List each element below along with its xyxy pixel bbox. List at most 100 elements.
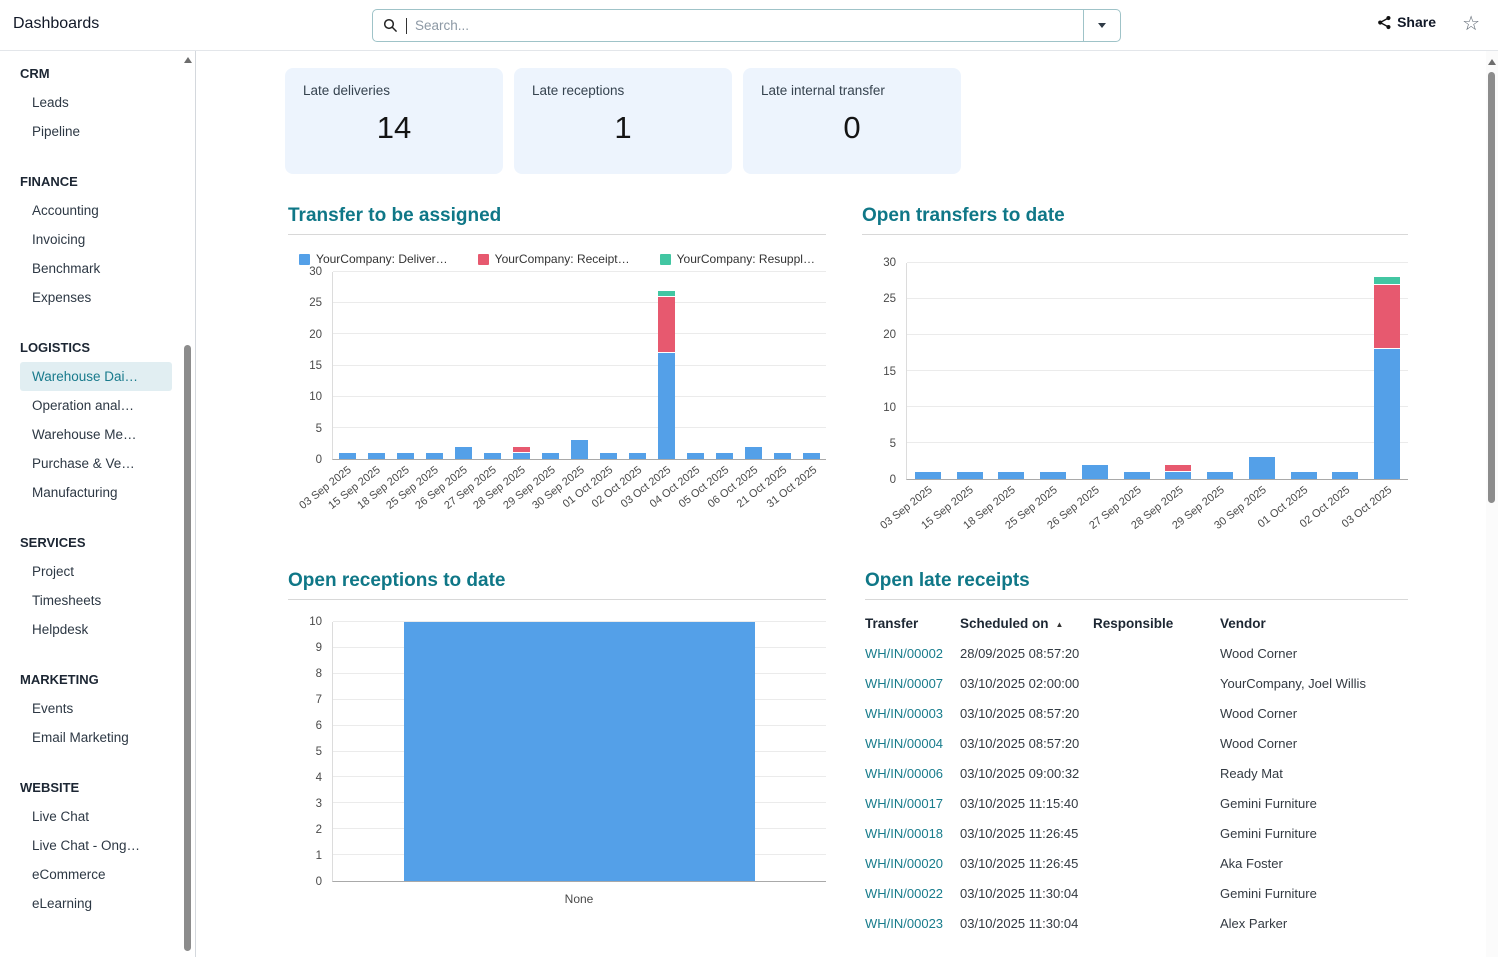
bar-01-oct-2025[interactable] [599,272,618,459]
bar-segment[interactable] [338,452,357,459]
bar-segment[interactable] [1040,471,1067,479]
table-row-wh-in-00022[interactable]: WH/IN/00022 03/10/2025 11:30:04 Gemini Fur… [865,878,1408,908]
table-row-wh-in-00002[interactable]: WH/IN/00002 28/09/2025 08:57:20 Wood Corne… [865,638,1408,668]
bar-03-oct-2025[interactable] [657,272,676,459]
bar-segment[interactable] [599,452,618,459]
scroll-up-icon[interactable] [184,57,192,63]
search-dropdown-toggle[interactable] [1083,10,1120,41]
main-scrollbar[interactable] [1486,51,1498,957]
bar-none[interactable] [404,622,755,881]
bar-segment[interactable] [802,452,821,459]
sidebar-item-live-chat-ong[interactable]: Live Chat - Ong… [32,838,141,853]
bar-15-sep-2025[interactable] [367,272,386,459]
sidebar-item-warehouse-dai[interactable]: Warehouse Dai… [20,362,172,391]
bar-29-sep-2025[interactable] [1207,263,1234,479]
bar-30-sep-2025[interactable] [570,272,589,459]
bar-segment[interactable] [1165,464,1192,472]
share-button[interactable]: Share [1377,14,1436,30]
bar-segment[interactable] [715,452,734,459]
main-scrollbar-thumb[interactable] [1488,72,1495,503]
kpi-card-late-receptions[interactable]: Late receptions 1 [514,68,732,174]
bar-26-sep-2025[interactable] [454,272,473,459]
bar-segment[interactable] [657,353,676,459]
sidebar-item-helpdesk[interactable]: Helpdesk [32,622,89,637]
sidebar-item-elearning[interactable]: eLearning [32,896,93,911]
transfer-link[interactable]: WH/IN/00022 [865,885,944,901]
bar-01-oct-2025[interactable] [1290,263,1317,479]
bar-02-oct-2025[interactable] [1332,263,1359,479]
sidebar-scrollbar-thumb[interactable] [184,345,191,951]
legend-item-yourcompany-receipt[interactable]: YourCompany: Receipt… [477,252,630,266]
bar-segment[interactable] [628,452,647,459]
transfer-link[interactable]: WH/IN/00017 [865,795,944,811]
bar-segment[interactable] [541,452,560,459]
bar-segment[interactable] [1123,471,1150,479]
scroll-up-icon[interactable] [1488,59,1496,65]
bar-segment[interactable] [657,296,676,354]
bar-21-oct-2025[interactable] [773,272,792,459]
bar-segment[interactable] [512,452,531,459]
sidebar-item-manufacturing[interactable]: Manufacturing [32,485,118,500]
table-row-wh-in-00006[interactable]: WH/IN/00006 03/10/2025 09:00:32 Ready Mat [865,758,1408,788]
sidebar-item-invoicing[interactable]: Invoicing [32,232,86,247]
bar-segment[interactable] [914,471,941,479]
bar-03-oct-2025[interactable] [1374,263,1401,479]
transfer-link[interactable]: WH/IN/00003 [865,705,944,721]
bar-segment[interactable] [1374,277,1401,285]
sidebar-item-pipeline[interactable]: Pipeline [32,124,81,139]
sidebar-item-leads[interactable]: Leads [32,95,69,110]
bar-03-sep-2025[interactable] [338,272,357,459]
sidebar-item-live-chat[interactable]: Live Chat [32,809,90,824]
bar-segment[interactable] [454,446,473,459]
bar-25-sep-2025[interactable] [425,272,444,459]
bar-segment[interactable] [1374,284,1401,350]
bar-segment[interactable] [1290,471,1317,479]
bar-18-sep-2025[interactable] [396,272,415,459]
column-header-scheduled-on[interactable]: Scheduled on ▲ [960,615,1064,631]
table-row-wh-in-00004[interactable]: WH/IN/00004 03/10/2025 08:57:20 Wood Corne… [865,728,1408,758]
bar-30-sep-2025[interactable] [1248,263,1275,479]
bar-segment[interactable] [396,452,415,459]
sidebar-item-operation-anal[interactable]: Operation anal… [32,398,135,413]
bar-segment[interactable] [1248,457,1275,479]
bar-segment[interactable] [570,440,589,459]
sidebar-item-timesheets[interactable]: Timesheets [32,593,102,608]
bar-segment[interactable] [1332,471,1359,479]
sidebar-item-purchase-ve[interactable]: Purchase & Ve… [32,456,135,471]
bar-04-oct-2025[interactable] [686,272,705,459]
bar-05-oct-2025[interactable] [715,272,734,459]
legend-item-yourcompany-deliver[interactable]: YourCompany: Deliver… [299,252,448,266]
sidebar-item-project[interactable]: Project [32,564,75,579]
bar-segment[interactable] [686,452,705,459]
bar-segment[interactable] [367,452,386,459]
bar-28-sep-2025[interactable] [512,272,531,459]
transfer-link[interactable]: WH/IN/00023 [865,915,944,931]
bar-28-sep-2025[interactable] [1165,263,1192,479]
bar-31-oct-2025[interactable] [802,272,821,459]
table-row-wh-in-00007[interactable]: WH/IN/00007 03/10/2025 02:00:00 YourCompan… [865,668,1408,698]
bar-18-sep-2025[interactable] [998,263,1025,479]
bar-segment[interactable] [1165,471,1192,479]
bar-03-sep-2025[interactable] [914,263,941,479]
search-bar[interactable]: Search... [372,9,1121,42]
sidebar-scrollbar[interactable] [182,51,194,957]
bar-segment[interactable] [483,452,502,459]
sidebar-item-warehouse-me[interactable]: Warehouse Me… [32,427,137,442]
bar-segment[interactable] [1374,349,1401,479]
kpi-card-late-internal-transfer[interactable]: Late internal transfer 0 [743,68,961,174]
table-row-wh-in-00020[interactable]: WH/IN/00020 03/10/2025 11:26:45 Aka Foster [865,848,1408,878]
bar-segment[interactable] [657,290,676,297]
legend-item-yourcompany-resuppl[interactable]: YourCompany: Resuppl… [659,252,815,266]
search-input[interactable]: Search... [373,10,1083,41]
bar-02-oct-2025[interactable] [628,272,647,459]
transfer-link[interactable]: WH/IN/00006 [865,765,944,781]
bar-27-sep-2025[interactable] [1123,263,1150,479]
bar-segment[interactable] [1081,464,1108,479]
column-header-transfer[interactable]: Transfer [865,615,919,631]
sidebar-item-expenses[interactable]: Expenses [32,290,92,305]
bar-segment[interactable] [1207,471,1234,479]
bar-segment[interactable] [512,446,531,453]
column-header-responsible[interactable]: Responsible [1093,615,1174,631]
bar-segment[interactable] [956,471,983,479]
column-header-vendor[interactable]: Vendor [1220,615,1266,631]
